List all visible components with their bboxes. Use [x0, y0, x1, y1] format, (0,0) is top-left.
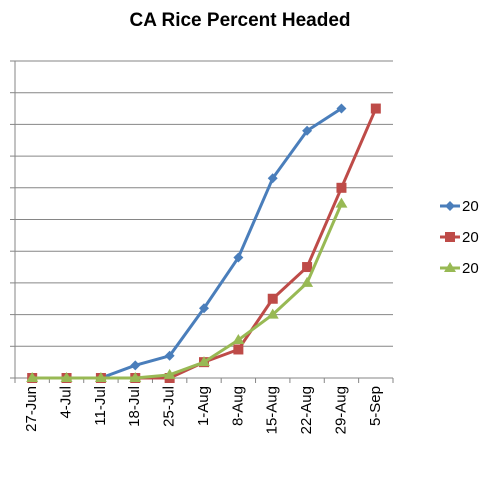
legend-label-2: 20 — [462, 260, 479, 277]
axes — [10, 60, 394, 383]
x-tick-label-11-Jul: 11-Jul — [92, 386, 109, 426]
x-tick-label-15-Aug: 15-Aug — [264, 386, 281, 434]
series-2-point-2 — [94, 372, 107, 382]
legend-marker-1 — [445, 232, 455, 242]
legend-marker-2 — [444, 262, 456, 272]
x-tick-label-1-Aug: 1-Aug — [195, 386, 212, 426]
series-0-point-4 — [164, 350, 175, 361]
legend-label-0: 20 — [462, 198, 479, 215]
x-tick-label-8-Aug: 8-Aug — [229, 386, 246, 426]
series-0-point-7 — [267, 173, 278, 184]
x-tick-label-27-Jun: 27-Jun — [23, 386, 40, 432]
legend-marker-0 — [445, 201, 455, 211]
series-0 — [27, 103, 347, 383]
x-tick-label-22-Aug: 22-Aug — [298, 386, 315, 434]
series-0-point-6 — [233, 252, 244, 263]
x-tick-label-25-Jul: 25-Jul — [161, 386, 178, 427]
series-1-point-8 — [302, 262, 313, 273]
series-1-point-10 — [370, 103, 381, 114]
series-0-point-9 — [336, 103, 347, 114]
x-tick-label-4-Jul: 4-Jul — [58, 386, 75, 419]
legend-swatch-1 — [440, 232, 460, 242]
legend-swatch-2 — [440, 262, 460, 272]
x-tick-label-29-Aug: 29-Aug — [332, 386, 349, 434]
series-0-line — [32, 107, 343, 380]
legend-swatch-0 — [440, 201, 460, 211]
series-1-point-6 — [233, 344, 244, 355]
legend-label-1: 20 — [462, 229, 479, 246]
series-2-point-8 — [301, 276, 314, 287]
x-tick-labels: 27-Jun 4-Jul 11-Jul 18-Jul 25-Jul 1-Aug 8-Aug 1… — [23, 386, 384, 434]
series-2-point-1 — [60, 372, 73, 382]
chart-title: CA Rice Percent Headed — [129, 10, 351, 31]
series-2-point-9 — [335, 197, 348, 208]
series-1-point-7 — [267, 293, 278, 304]
series-2-point-5 — [198, 356, 210, 367]
series-0-point-3 — [130, 360, 141, 371]
grid-lines — [15, 60, 393, 379]
x-tick-label-5-Sep: 5-Sep — [367, 386, 384, 426]
series-2-point-0 — [26, 372, 39, 382]
series-1 — [27, 103, 381, 383]
series-2-point-6 — [232, 333, 245, 344]
series-1-point-9 — [336, 182, 347, 193]
x-tick-label-18-Jul: 18-Jul — [126, 386, 143, 427]
series-2-point-7 — [266, 308, 279, 319]
series-group — [26, 103, 381, 383]
series-2-point-3 — [129, 372, 142, 382]
series-2-line — [32, 203, 343, 380]
series-2-point-4 — [163, 368, 176, 379]
series-0-point-5 — [199, 303, 209, 314]
series-0-point-8 — [302, 125, 313, 136]
series-2 — [26, 197, 348, 382]
